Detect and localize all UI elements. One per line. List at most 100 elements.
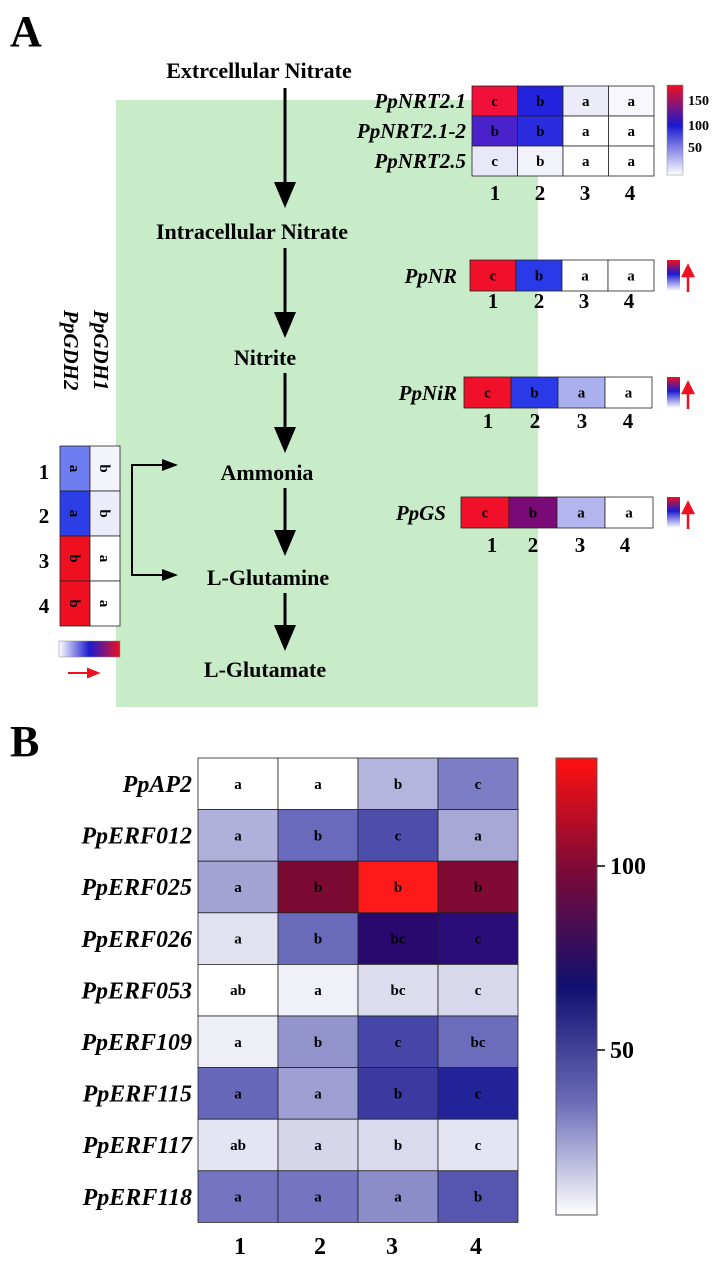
gene-label: PpERF109 xyxy=(80,1030,192,1056)
nir-heatmap: PpNiR c b a a 1 2 3 4 xyxy=(398,376,696,433)
significance-letter: b xyxy=(536,94,544,110)
column-label: 3 xyxy=(386,1234,398,1260)
row-label: 2 xyxy=(39,504,50,528)
column-label: 4 xyxy=(470,1234,482,1260)
heatmap-cell xyxy=(437,1118,519,1172)
significance-letter: bc xyxy=(471,1035,486,1051)
significance-letter: a xyxy=(234,1190,242,1206)
column-label: 3 xyxy=(579,289,590,313)
significance-letter: b xyxy=(66,599,82,607)
column-label: 2 xyxy=(534,289,545,313)
nrt-colorbar xyxy=(666,84,684,176)
significance-letter: a xyxy=(66,510,82,518)
heatmap-cell xyxy=(89,580,121,627)
heatmap-cell xyxy=(604,376,653,409)
erf-heatmap: PpAP2 PpERF012 PpERF025 PpERF026 PpERF053 PpE… xyxy=(80,757,646,1260)
significance-letter: b xyxy=(394,777,402,793)
significance-letter: a xyxy=(394,1190,402,1206)
significance-letter: a xyxy=(628,154,636,170)
column-label: 1 xyxy=(488,289,499,313)
gdh-heatmap: PpGDH1 PpGDH2 a a b b b b a a 1 2 3 4 xyxy=(39,309,121,679)
significance-letter: b xyxy=(530,386,538,402)
heatmap-cell xyxy=(277,964,359,1017)
heatmap-cell xyxy=(277,1170,359,1223)
heatmap-cell xyxy=(59,580,91,627)
arrow-1-head xyxy=(274,182,296,208)
heatmap-cell xyxy=(197,912,279,965)
heatmap-cell xyxy=(197,1170,279,1223)
significance-letter: c xyxy=(475,983,482,999)
gene-label: PpERF053 xyxy=(80,978,192,1004)
pathway: Extrcellular Nitrate Intracellular Nitra… xyxy=(131,58,352,682)
significance-letter: b xyxy=(96,464,112,472)
heatmap-cell xyxy=(277,912,359,965)
heatmap-cell xyxy=(197,1015,279,1068)
significance-letter: b xyxy=(314,932,322,948)
heatmap-cell xyxy=(197,860,279,914)
nr-heatmap: PpNR c b a a 1 2 3 4 xyxy=(404,259,696,313)
heatmap-cell xyxy=(197,964,279,1017)
significance-letter: c xyxy=(395,828,402,844)
heatmap-cell xyxy=(357,1015,439,1068)
column-label: 4 xyxy=(624,289,635,313)
significance-letter: c xyxy=(475,1086,482,1102)
heatmap-cell xyxy=(89,445,121,492)
significance-letter: bc xyxy=(391,932,406,948)
colorbar-tick: 50 xyxy=(610,1038,634,1064)
heatmap-cell xyxy=(437,1170,519,1223)
heatmap-cell xyxy=(556,496,606,529)
heatmap-cell xyxy=(437,860,519,914)
significance-letter: a xyxy=(234,1035,242,1051)
row-label: 1 xyxy=(39,460,50,484)
heatmap-cell xyxy=(469,259,517,292)
heatmap-cell xyxy=(607,259,655,292)
significance-letter: c xyxy=(482,506,489,522)
gene-label: PpGS xyxy=(395,501,446,525)
column-label: 2 xyxy=(314,1234,326,1260)
column-label: 1 xyxy=(490,181,501,205)
significance-letter: a xyxy=(234,777,242,793)
gene-label: PpNRT2.1 xyxy=(373,89,466,113)
significance-letter: b xyxy=(474,1190,482,1206)
heatmap-cell xyxy=(604,496,654,529)
heatmap-cell xyxy=(517,115,564,147)
panel-b-label: B xyxy=(10,717,39,766)
significance-letter: c xyxy=(491,94,498,110)
column-label: 4 xyxy=(623,409,634,433)
column-label: 3 xyxy=(580,181,591,205)
gs-colorbar xyxy=(667,497,680,528)
column-label: 1 xyxy=(487,533,498,557)
significance-letter: a xyxy=(582,154,590,170)
column-label: 3 xyxy=(577,409,588,433)
significance-letter: b xyxy=(394,1086,402,1102)
heatmap-cell xyxy=(437,1015,519,1068)
heatmap-cell xyxy=(357,912,439,965)
significance-letter: a xyxy=(577,506,585,522)
gene-label: PpGDH1 xyxy=(89,309,113,391)
column-label: 1 xyxy=(483,409,494,433)
gene-label: PpNiR xyxy=(398,381,457,405)
heatmap-cell xyxy=(357,860,439,914)
arrow-5-head xyxy=(274,625,296,651)
heatmap-cell xyxy=(437,809,519,862)
heatmap-cell xyxy=(517,85,564,117)
heatmap-cell xyxy=(59,445,91,492)
heatmap-cell xyxy=(562,85,609,117)
heatmap-cell xyxy=(437,1067,519,1120)
heatmap-cell xyxy=(357,964,439,1017)
row-label: 3 xyxy=(39,549,50,573)
significance-letter: a xyxy=(234,932,242,948)
significance-letter: a xyxy=(628,94,636,110)
heatmap-cell xyxy=(608,115,655,147)
significance-letter: a xyxy=(627,269,635,285)
significance-letter: b xyxy=(474,880,482,896)
heatmap-cell xyxy=(562,145,609,177)
significance-letter: c xyxy=(475,932,482,948)
gene-label: PpGDH2 xyxy=(59,309,83,391)
heatmap-cell xyxy=(89,490,121,537)
gene-label: PpERF012 xyxy=(80,824,192,850)
heatmap-cell xyxy=(510,376,559,409)
heatmap-cell xyxy=(471,85,518,117)
arrow-4-head xyxy=(274,530,296,556)
